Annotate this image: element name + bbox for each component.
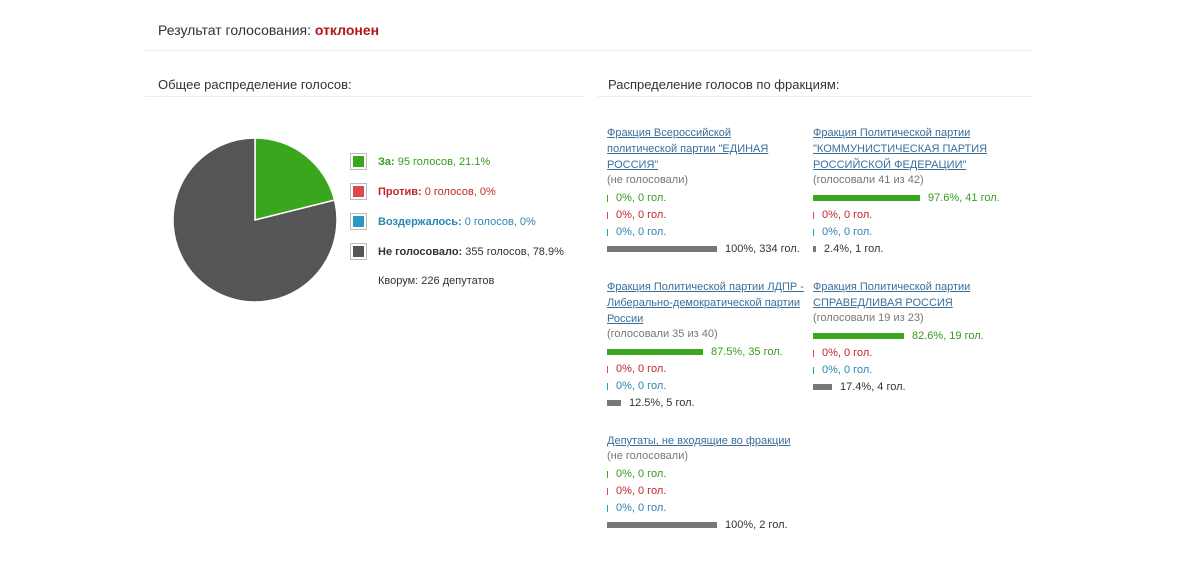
overall-section-divider — [145, 96, 585, 97]
faction-bar-against — [607, 365, 608, 373]
faction-bar-abst — [607, 504, 608, 512]
legend-value-not-voted: 355 голосов, 78.9% — [465, 246, 564, 258]
legend-value-for: 95 голосов, 21.1% — [397, 156, 491, 168]
faction-value-for: 0%, 0 гол. — [616, 192, 667, 204]
faction-value-against: 0%, 0 гол. — [822, 209, 873, 221]
faction-bar-for — [813, 333, 904, 340]
faction-value-against: 0%, 0 гол. — [616, 209, 667, 221]
faction-value-none: 12.5%, 5 гол. — [629, 397, 695, 409]
faction-name-link[interactable]: Фракция Политической партии "КОММУНИСТИЧ… — [813, 127, 988, 171]
legend-swatch-against — [350, 183, 367, 200]
faction-status: (голосовали 41 из 42) — [813, 174, 924, 186]
faction-value-for: 0%, 0 гол. — [616, 468, 667, 480]
faction-value-for: 97.6%, 41 гол. — [928, 192, 1000, 204]
faction-value-for: 87.5%, 35 гол. — [711, 346, 783, 358]
legend-swatch-for — [350, 153, 367, 170]
faction-name-link[interactable]: Фракция Политической партии ЛДПР - Либер… — [607, 281, 804, 325]
faction-value-abst: 0%, 0 гол. — [822, 226, 873, 238]
faction-bar-abst — [607, 228, 608, 236]
faction-value-none: 2.4%, 1 гол. — [824, 243, 884, 255]
faction-value-for: 82.6%, 19 гол. — [912, 330, 984, 342]
legend-value-against: 0 голосов, 0% — [424, 186, 496, 198]
faction-value-against: 0%, 0 гол. — [822, 347, 873, 359]
faction-value-none: 100%, 334 гол. — [725, 243, 800, 255]
faction-bar-none — [607, 246, 717, 253]
faction-row-against: 0%, 0 гол. — [607, 361, 807, 378]
faction-block: Депутаты, не входящие во фракции (не голо… — [607, 433, 807, 534]
faction-value-abst: 0%, 0 гол. — [616, 502, 667, 514]
faction-row-for: 82.6%, 19 гол. — [813, 328, 1013, 345]
faction-row-none: 100%, 334 гол. — [607, 241, 800, 258]
faction-status: (не голосовали) — [607, 174, 689, 186]
vote-result: Результат голосования: отклонен — [158, 22, 379, 38]
factions-section-divider — [598, 96, 1033, 97]
faction-value-abst: 0%, 0 гол. — [616, 380, 667, 392]
faction-bar-against — [813, 211, 814, 219]
faction-row-none: 100%, 2 гол. — [607, 517, 807, 534]
legend-label-abstained: Воздержалось: — [378, 216, 462, 228]
faction-value-against: 0%, 0 гол. — [616, 485, 667, 497]
legend-label-not-voted: Не голосовало: — [378, 246, 463, 258]
overall-section-title: Общее распределение голосов: — [158, 77, 352, 92]
faction-row-none: 2.4%, 1 гол. — [813, 241, 1013, 258]
faction-row-for: 87.5%, 35 гол. — [607, 344, 807, 361]
faction-row-none: 12.5%, 5 гол. — [607, 395, 807, 412]
overall-pie-chart — [172, 137, 338, 303]
faction-value-none: 100%, 2 гол. — [725, 519, 788, 531]
legend-swatch-not-voted — [350, 243, 367, 260]
faction-bar-for — [607, 349, 703, 356]
faction-row-against: 0%, 0 гол. — [813, 345, 1013, 362]
legend-label-against: Против: — [378, 186, 422, 198]
faction-bar-none — [607, 400, 621, 407]
faction-value-against: 0%, 0 гол. — [616, 363, 667, 375]
faction-block: Фракция Политической партии СПРАВЕДЛИВАЯ… — [813, 279, 1013, 396]
pie-slice-not-voted — [172, 137, 338, 303]
faction-row-abst: 0%, 0 гол. — [607, 500, 807, 517]
faction-value-abst: 0%, 0 гол. — [822, 364, 873, 376]
vote-result-status: отклонен — [314, 22, 380, 38]
faction-value-abst: 0%, 0 гол. — [616, 226, 667, 238]
faction-bar-for — [607, 194, 608, 202]
faction-row-for: 97.6%, 41 гол. — [813, 190, 1013, 207]
header-divider — [145, 50, 1033, 51]
faction-bar-none — [813, 384, 832, 391]
faction-status: (голосовали 35 из 40) — [607, 328, 718, 340]
faction-row-abst: 0%, 0 гол. — [813, 362, 1013, 379]
faction-row-against: 0%, 0 гол. — [607, 483, 807, 500]
faction-row-against: 0%, 0 гол. — [607, 207, 797, 224]
legend-label-for: За: — [378, 156, 395, 168]
faction-bar-for — [607, 470, 608, 478]
faction-bar-for — [813, 195, 920, 202]
faction-bar-abst — [607, 382, 608, 390]
legend-swatch-abstained — [350, 213, 367, 230]
faction-row-abst: 0%, 0 гол. — [813, 224, 1013, 241]
faction-row-abst: 0%, 0 гол. — [607, 378, 807, 395]
faction-bar-abst — [813, 366, 814, 374]
faction-bar-against — [813, 349, 814, 357]
faction-status: (голосовали 19 из 23) — [813, 312, 924, 324]
faction-name-link[interactable]: Депутаты, не входящие во фракции — [607, 435, 791, 447]
faction-name-link[interactable]: Фракция Всероссийской политической парти… — [607, 127, 769, 171]
faction-bar-against — [607, 487, 608, 495]
faction-row-abst: 0%, 0 гол. — [607, 224, 797, 241]
faction-bar-none — [813, 246, 816, 253]
faction-bar-none — [607, 522, 717, 529]
faction-row-for: 0%, 0 гол. — [607, 190, 797, 207]
faction-row-against: 0%, 0 гол. — [813, 207, 1013, 224]
faction-bar-against — [607, 211, 608, 219]
faction-block: Фракция Всероссийской политической парти… — [607, 125, 800, 258]
faction-bar-abst — [813, 228, 814, 236]
factions-section-title: Распределение голосов по фракциям: — [608, 77, 840, 92]
faction-row-for: 0%, 0 гол. — [607, 466, 807, 483]
faction-block: Фракция Политической партии ЛДПР - Либер… — [607, 279, 807, 412]
vote-result-label: Результат голосования: — [158, 22, 311, 38]
legend-value-abstained: 0 голосов, 0% — [464, 216, 536, 228]
quorum-text: Кворум: 226 депутатов — [378, 275, 495, 287]
faction-value-none: 17.4%, 4 гол. — [840, 381, 906, 393]
faction-row-none: 17.4%, 4 гол. — [813, 379, 1013, 396]
pie-slice-for — [254, 137, 336, 221]
faction-status: (не голосовали) — [607, 450, 689, 462]
faction-name-link[interactable]: Фракция Политической партии СПРАВЕДЛИВАЯ… — [813, 281, 971, 309]
faction-block: Фракция Политической партии "КОММУНИСТИЧ… — [813, 125, 1013, 258]
